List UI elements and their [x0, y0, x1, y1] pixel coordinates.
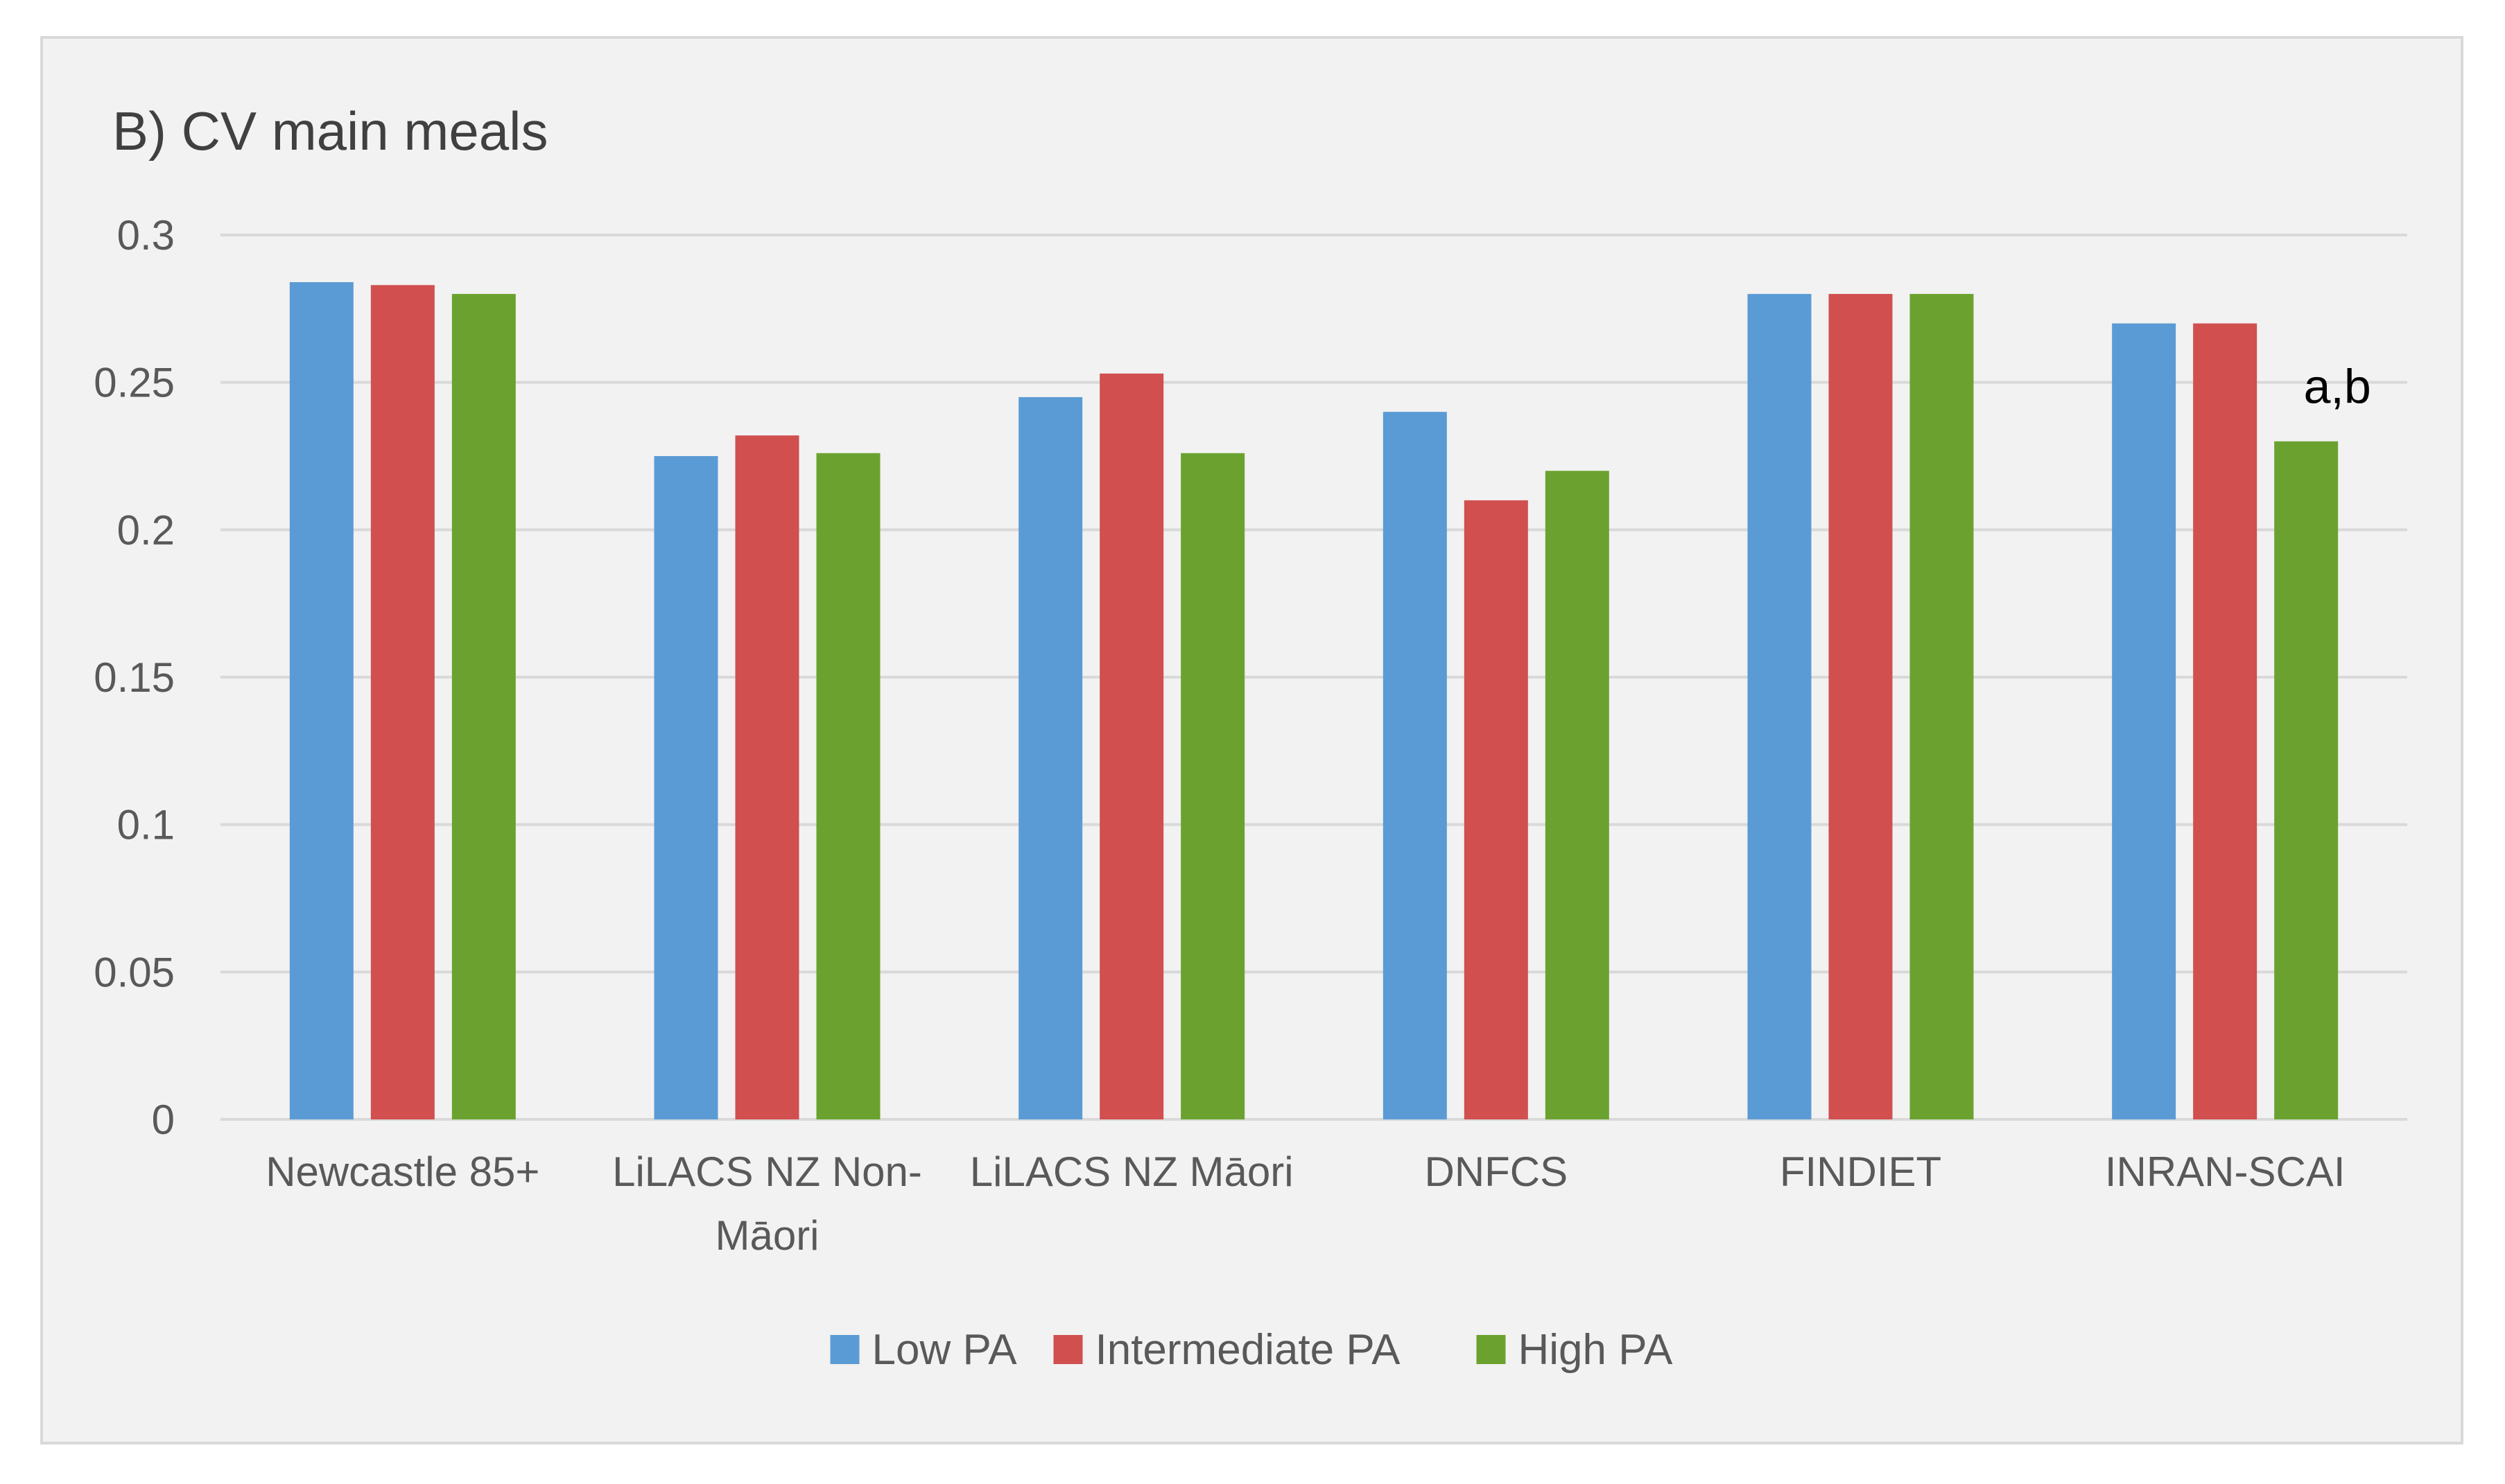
bar-low-pa: [2112, 323, 2176, 1120]
legend-label: Low PA: [872, 1326, 1018, 1374]
bar-low-pa: [1747, 294, 1812, 1120]
y-tick-label: 0.2: [117, 507, 175, 553]
legend-swatch: [1053, 1335, 1083, 1364]
annotation-label: a,b: [2304, 360, 2371, 414]
y-tick-label: 0.1: [117, 802, 175, 848]
legend-item-intermediate-pa: Intermediate PA: [1053, 1326, 1401, 1374]
legend-item-high-pa: High PA: [1476, 1326, 1673, 1374]
x-tick-label: LiLACS NZ Non-: [612, 1149, 922, 1195]
x-axis-ticks: Newcastle 85+ LiLACS NZ Non- Māori LiLACS N…: [266, 1149, 2345, 1259]
legend-swatch: [830, 1335, 860, 1364]
x-tick-label: LiLACS NZ Māori: [970, 1149, 1294, 1195]
bar-intermediate-pa: [1464, 500, 1528, 1119]
bar-high-pa: [1545, 471, 1609, 1119]
bars: [289, 282, 2339, 1120]
y-tick-label: 0.05: [94, 949, 175, 995]
y-tick-label: 0: [152, 1097, 175, 1143]
gridlines: [220, 234, 2407, 1121]
x-tick-label: Māori: [715, 1212, 819, 1259]
bar-intermediate-pa: [2193, 323, 2257, 1120]
bar-low-pa: [1382, 412, 1447, 1119]
chart-title: B) CV main meals: [112, 101, 548, 162]
bar-high-pa: [1181, 453, 1245, 1119]
x-tick-label: INRAN-SCAI: [2105, 1149, 2346, 1195]
bar-intermediate-pa: [1100, 373, 1164, 1119]
x-tick-label: FINDIET: [1780, 1149, 1941, 1195]
annotations: a,b: [2304, 360, 2371, 414]
bar-intermediate-pa: [370, 285, 435, 1120]
legend: Low PA Intermediate PA High PA: [830, 1326, 1673, 1374]
bar-high-pa: [816, 453, 881, 1119]
legend-swatch: [1476, 1335, 1506, 1364]
bar-low-pa: [1019, 396, 1083, 1119]
bar-low-pa: [289, 282, 354, 1119]
bar-high-pa: [1909, 294, 1974, 1120]
bar-low-pa: [654, 456, 718, 1119]
y-tick-label: 0.15: [94, 654, 175, 701]
x-tick-label: Newcastle 85+: [266, 1149, 539, 1195]
chart-svg: B) CV main meals 00.050.10.150.20.250.3 …: [94, 101, 2407, 1374]
bar-high-pa: [451, 294, 516, 1120]
x-tick-label: DNFCS: [1424, 1149, 1568, 1195]
y-tick-label: 0.3: [117, 212, 175, 259]
legend-label: High PA: [1518, 1326, 1673, 1374]
chart-frame: B) CV main meals 0 0.05 0.1 0.15 0.2 0.25 0.3 …: [40, 36, 2463, 1444]
legend-item-low-pa: Low PA: [830, 1326, 1018, 1374]
y-tick-label: 0.25: [94, 360, 175, 406]
bar-high-pa: [2274, 441, 2339, 1119]
bar-intermediate-pa: [1828, 294, 1893, 1120]
y-axis-ticks: 0 0.05 0.1 0.15 0.2 0.25 0.3: [94, 212, 175, 1143]
bar-intermediate-pa: [735, 435, 799, 1119]
legend-label: Intermediate PA: [1095, 1326, 1401, 1374]
